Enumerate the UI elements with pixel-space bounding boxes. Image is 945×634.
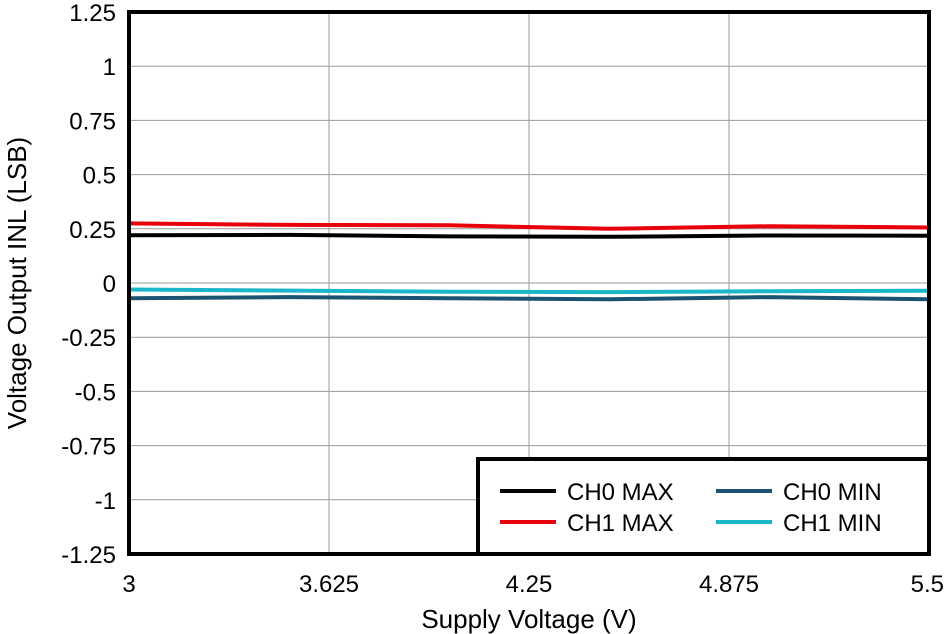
y-tick-label: -0.75 [61, 434, 116, 461]
y-tick-label: -1.25 [61, 542, 116, 569]
series-line-ch1-max [128, 221, 930, 231]
x-tick-label: 4.875 [699, 571, 759, 598]
y-tick-label: 1 [103, 54, 116, 81]
series-line-ch1-min [128, 287, 930, 295]
y-tick-label: 0 [103, 271, 116, 298]
series-line-ch0-min [128, 295, 930, 302]
y-tick-labels: 1.25 1 0.75 0.5 0.25 0 -0.25 -0.5 -0.75 -1 -1.25 [61, 0, 116, 569]
y-tick-label: 0.5 [83, 163, 116, 190]
series-line-ch0-max [128, 232, 930, 239]
y-tick-label: 0.75 [69, 108, 116, 135]
legend-label-ch1-min: CH1 MIN [783, 510, 882, 537]
x-tick-label: 4.25 [506, 571, 553, 598]
grid [129, 12, 929, 554]
series-lines [128, 221, 930, 302]
y-tick-label: -0.25 [61, 325, 116, 352]
y-axis-label: Voltage Output INL (LSB) [2, 137, 32, 429]
y-tick-label: 1.25 [69, 0, 116, 27]
legend-label-ch1-max: CH1 MAX [567, 510, 674, 537]
x-axis-label: Supply Voltage (V) [421, 604, 636, 634]
y-tick-label: 0.25 [69, 217, 116, 244]
legend-label-ch0-max: CH0 MAX [567, 479, 674, 506]
legend: CH0 MAX CH1 MAX CH0 MIN CH1 MIN [476, 457, 931, 556]
x-tick-labels: 3 3.625 4.25 4.875 5.5 [122, 571, 944, 598]
legend-box [476, 457, 931, 556]
y-tick-label: -0.5 [75, 379, 116, 406]
legend-label-ch0-min: CH0 MIN [783, 479, 882, 506]
x-tick-label: 5.5 [911, 571, 944, 598]
x-tick-label: 3 [122, 571, 135, 598]
x-tick-label: 3.625 [299, 571, 359, 598]
y-tick-label: -1 [95, 488, 116, 515]
